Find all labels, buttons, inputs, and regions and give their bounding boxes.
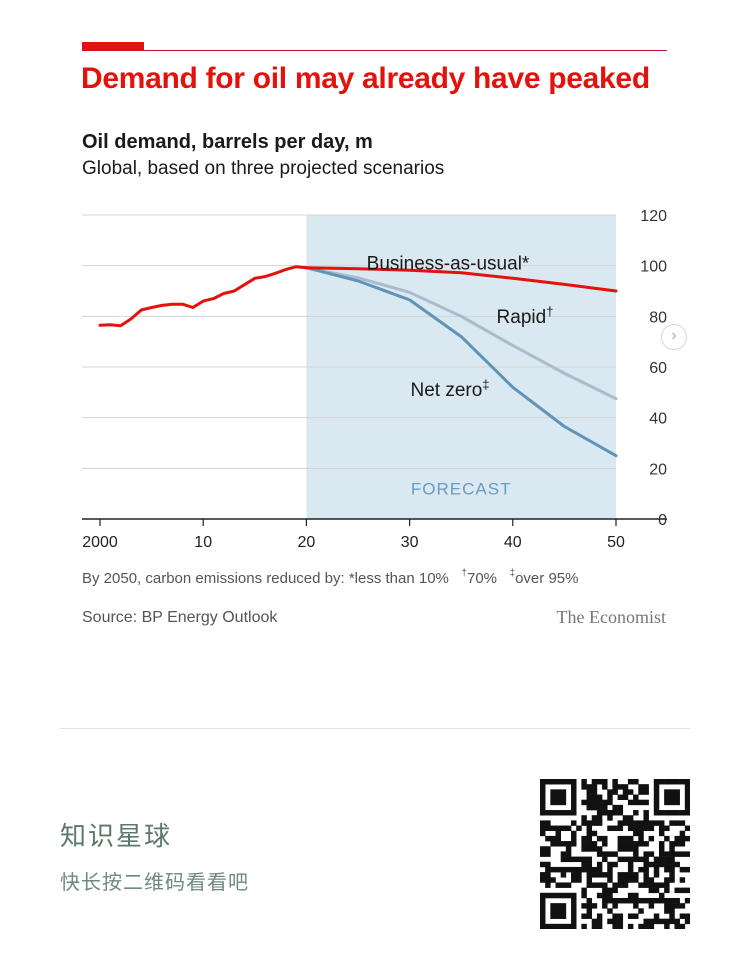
footnote-netzero-mark: ‡ [509, 568, 516, 579]
qr-code[interactable] [540, 779, 690, 929]
publisher-brand: The Economist [556, 607, 666, 627]
y-tick-label: 120 [640, 208, 667, 225]
promo-subtitle: 快长按二维码看看吧 [60, 872, 249, 894]
y-tick-label: 20 [649, 461, 667, 478]
x-tick-label: 40 [504, 534, 522, 551]
x-tick-label: 10 [194, 534, 212, 551]
accent-bar [82, 42, 144, 51]
series-label-rapid: Rapid† [497, 304, 554, 328]
y-tick-label: 80 [649, 309, 667, 326]
footnote: By 2050, carbon emissions reduced by: *l… [82, 568, 579, 587]
next-slide-button[interactable]: › [661, 324, 687, 350]
x-tick-label: 2000 [82, 534, 118, 551]
chart-description: Global, based on three projected scenari… [82, 158, 445, 179]
footnote-rapid-mark: † [461, 568, 467, 579]
series-line-net-zero [304, 266, 618, 458]
series-line-historical [98, 265, 308, 328]
page-title: Demand for oil may already have peaked [81, 62, 650, 95]
x-tick-label: 20 [298, 534, 316, 551]
series-line-business-as-usual [304, 266, 618, 293]
series-label-net-zero: Net zero‡ [410, 377, 489, 401]
footnote-bau-mark: * [348, 570, 355, 587]
x-tick-label: 30 [401, 534, 419, 551]
y-tick-label: 0 [658, 512, 667, 529]
footnote-rapid-text: 70% [466, 570, 498, 587]
series-line-rapid [304, 266, 618, 401]
y-tick-label: 100 [640, 259, 667, 276]
oil-demand-chart: FORECAST 0 20 40 60 80 100 120 2000 10 20 30 40 50 Bu… [82, 208, 667, 551]
footnote-netzero-text: over 95% [515, 570, 579, 587]
forecast-label: FORECAST [411, 480, 512, 499]
y-tick-label: 40 [649, 411, 667, 428]
promo-title: 知识星球 [60, 821, 173, 851]
accent-rule [82, 50, 667, 51]
divider [60, 728, 690, 729]
x-tick-label: 50 [607, 534, 625, 551]
series-label-business-as-usual: Business-as-usual* [367, 254, 530, 275]
source-note: Source: BP Energy Outlook [82, 609, 278, 626]
footnote-bau-text: less than 10% [354, 570, 449, 587]
y-tick-label: 60 [649, 360, 667, 377]
footnote-lead: By 2050, carbon emissions reduced by: [82, 570, 345, 587]
chart-subtitle: Oil demand, barrels per day, m [82, 131, 373, 153]
